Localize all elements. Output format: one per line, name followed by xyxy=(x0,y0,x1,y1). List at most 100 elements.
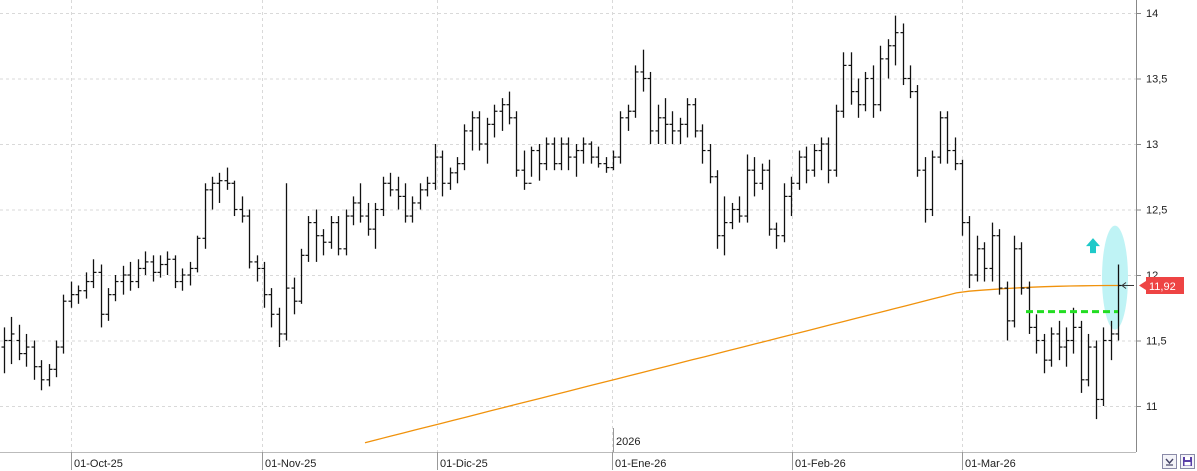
last-price-tag: 11,92 xyxy=(1139,277,1184,294)
ohlc-bar xyxy=(937,111,944,164)
last-price-pointer-head xyxy=(1121,282,1127,289)
ohlc-bar xyxy=(224,167,231,190)
ohlc-bar xyxy=(23,333,30,367)
ohlc-bar xyxy=(454,157,461,184)
highlight-ellipse xyxy=(1102,225,1128,330)
ohlc-bar xyxy=(461,124,468,171)
ohlc-bar xyxy=(855,78,862,118)
ohlc-bar xyxy=(781,183,788,243)
ohlc-bar xyxy=(447,167,454,190)
ohlc-bar xyxy=(877,45,884,112)
collapse-button[interactable] xyxy=(1162,454,1177,469)
ohlc-bar xyxy=(53,340,60,378)
ohlc-bar xyxy=(647,71,654,144)
ohlc-bar xyxy=(187,261,194,286)
ohlc-bar xyxy=(536,144,543,181)
ohlc-bar xyxy=(395,176,402,210)
ohlc-bar xyxy=(625,104,632,131)
ohlc-bar xyxy=(528,146,535,184)
ohlc-bar xyxy=(692,98,699,138)
ohlc-bar xyxy=(268,288,275,328)
ohlc-bar xyxy=(632,65,639,118)
ohlc-bar xyxy=(840,52,847,118)
ohlc-bar xyxy=(216,172,223,203)
ohlc-bar xyxy=(112,275,119,302)
ohlc-bar xyxy=(885,39,892,79)
year-marker: 2026 xyxy=(613,428,640,452)
ohlc-bar xyxy=(202,183,209,249)
ohlc-bar xyxy=(283,183,290,341)
ohlc-bar xyxy=(484,117,491,164)
ohlc-bar xyxy=(640,49,647,92)
ohlc-bar xyxy=(848,52,855,105)
x-tick-label: 01-Dic-25 xyxy=(440,458,488,470)
ohlc-bar xyxy=(959,159,966,236)
ohlc-bar xyxy=(974,235,981,282)
ohlc-bar xyxy=(209,176,216,210)
ohlc-bar xyxy=(239,196,246,223)
ohlc-bar xyxy=(825,137,832,184)
ohlc-bar xyxy=(83,272,90,299)
chart-grid xyxy=(0,0,1136,452)
ohlc-bar xyxy=(892,15,899,66)
arrow-up-icon xyxy=(1086,238,1100,254)
ohlc-bar xyxy=(8,316,15,365)
ohlc-bar xyxy=(729,202,736,230)
ohlc-bar xyxy=(543,137,550,171)
ohlc-bar xyxy=(773,222,780,249)
ohlc-bar xyxy=(372,202,379,249)
ohlc-bar xyxy=(966,216,973,289)
ohlc-bar xyxy=(981,242,988,282)
ohlc-bar xyxy=(1063,327,1070,367)
ohlc-bar xyxy=(788,176,795,217)
ohlc-bar xyxy=(922,157,929,223)
ohlc-bar xyxy=(707,144,714,184)
ohlc-bar xyxy=(996,229,1003,295)
ohlc-bar xyxy=(662,98,669,144)
ohlc-bar xyxy=(409,196,416,223)
ohlc-bar xyxy=(1100,327,1107,406)
ohlc-bar xyxy=(1085,333,1092,387)
ohlc-bar xyxy=(699,124,706,164)
ohlc-bar xyxy=(573,144,580,177)
ohlc-bar xyxy=(669,111,676,144)
ohlc-bar xyxy=(617,111,624,164)
ohlc-bar xyxy=(513,111,520,177)
ohlc-bar xyxy=(38,360,45,391)
ohlc-bar xyxy=(164,251,171,275)
ohlc-bar xyxy=(179,268,186,291)
ohlc-bar xyxy=(350,196,357,226)
ohlc-bar xyxy=(432,144,439,190)
ohlc-bar xyxy=(989,222,996,282)
ohlc-bar xyxy=(335,216,342,256)
ohlc-bar xyxy=(90,259,97,289)
ohlc-bar xyxy=(231,180,238,217)
ohlc-bar xyxy=(907,65,914,99)
ohlc-bar xyxy=(298,248,305,304)
ohlc-bar xyxy=(580,137,587,164)
ohlc-bar xyxy=(759,163,766,190)
ohlc-bar xyxy=(402,183,409,223)
save-button[interactable] xyxy=(1180,454,1195,469)
save-icon xyxy=(1183,457,1192,466)
ohlc-bar xyxy=(1070,307,1077,354)
x-tick-label: 01-Feb-26 xyxy=(795,458,846,470)
y-tick-label: 14 xyxy=(1146,8,1158,20)
ohlc-bar xyxy=(944,111,951,164)
ohlc-bar xyxy=(357,183,364,223)
collapse-icon xyxy=(1165,458,1174,466)
y-tick-label: 13,5 xyxy=(1146,74,1167,86)
y-tick-label: 13 xyxy=(1146,139,1158,151)
ohlc-bar xyxy=(328,216,335,249)
ohlc-bar xyxy=(16,324,23,361)
moving-average-line xyxy=(364,284,1120,444)
x-tick-label: 01-Oct-25 xyxy=(74,458,123,470)
ohlc-bar xyxy=(276,307,283,348)
ohlc-bar xyxy=(254,255,261,282)
ohlc-bar xyxy=(655,104,662,144)
ohlc-bar xyxy=(105,288,112,321)
ohlc-bar xyxy=(744,154,751,223)
ohlc-bar xyxy=(870,65,877,118)
ohlc-bar xyxy=(417,183,424,210)
